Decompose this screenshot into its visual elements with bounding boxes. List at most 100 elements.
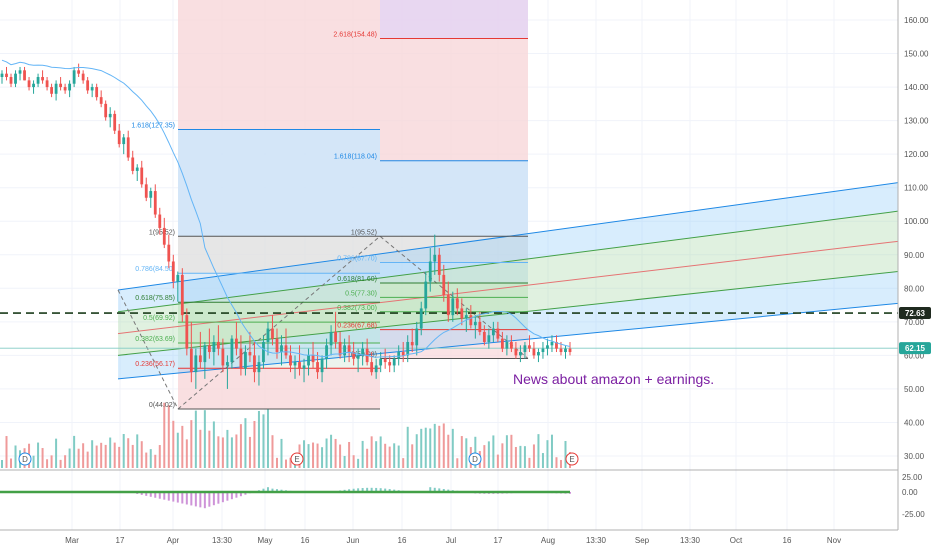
- volume-bar: [244, 418, 247, 468]
- volume-bar: [127, 438, 130, 468]
- volume-bar: [388, 446, 391, 468]
- candle-body: [45, 80, 49, 88]
- volume-bar: [406, 426, 409, 468]
- volume-bar: [312, 442, 315, 468]
- volume-bar: [10, 458, 13, 468]
- time-axis-bg: [0, 530, 932, 550]
- macd-bar: [244, 492, 247, 495]
- candle-body: [95, 87, 99, 98]
- volume-bar: [176, 432, 179, 468]
- price-tick-label: 160.00: [904, 16, 929, 25]
- macd-bar: [352, 488, 355, 492]
- fib-zone-lightblue: [178, 273, 380, 303]
- candle-body: [167, 244, 171, 262]
- macd-bar: [172, 492, 175, 502]
- channel-line: [117, 210, 899, 313]
- price-badge-label: 72.63: [905, 309, 926, 318]
- time-tick-label: 13:30: [212, 536, 233, 545]
- macd-bar: [235, 492, 238, 498]
- channel-band: [118, 182, 898, 312]
- candle-body: [550, 341, 554, 346]
- volume-bar: [528, 457, 531, 468]
- volume-bar: [510, 434, 513, 468]
- volume-bar: [50, 455, 53, 468]
- volume-bar: [424, 427, 427, 468]
- volume-bar: [68, 448, 71, 468]
- time-tick-label: 16: [398, 536, 407, 545]
- volume-bar: [235, 434, 238, 468]
- time-tick-label: Aug: [541, 536, 555, 545]
- price-tick-label: 140.00: [904, 83, 929, 92]
- fib-zone-grey: [178, 236, 380, 274]
- volume-bar: [541, 453, 544, 468]
- volume-bar: [77, 448, 80, 468]
- volume-bar: [501, 443, 504, 468]
- volume-bar: [109, 437, 112, 468]
- candle-body: [113, 113, 117, 131]
- candle-body: [500, 338, 504, 349]
- volume-bar: [433, 423, 436, 468]
- fib-level-label: 2.618(154.48): [333, 32, 377, 39]
- candle-body: [541, 348, 545, 353]
- macd-bar: [239, 492, 242, 497]
- fib-level-label: 1.618(118.04): [334, 154, 377, 161]
- candle-body: [207, 345, 211, 353]
- candle-body: [316, 362, 319, 373]
- candle-body: [171, 261, 175, 282]
- volume-bar: [217, 436, 220, 468]
- candle-body: [126, 137, 130, 158]
- candle-body: [455, 298, 459, 309]
- candle-body: [293, 362, 297, 366]
- candle-body: [144, 184, 148, 198]
- macd-bar: [185, 492, 188, 505]
- candle-body: [212, 341, 216, 353]
- volume-bar: [14, 445, 17, 468]
- macd-bar: [190, 492, 193, 506]
- price-tick-label: 80.00: [904, 284, 925, 293]
- volume-bar: [100, 442, 103, 468]
- candle-body: [419, 308, 423, 329]
- candle-body: [32, 83, 35, 88]
- macd-bar: [167, 492, 170, 501]
- candle-body: [50, 87, 53, 94]
- volume-bar: [451, 428, 454, 468]
- macd-bar: [203, 492, 206, 509]
- fib-level-label: 0.618(75.85): [135, 295, 175, 302]
- volume-bar: [163, 402, 166, 468]
- time-tick-label: 13:30: [586, 536, 607, 545]
- volume-bar: [343, 455, 346, 468]
- time-tick-label: 17: [494, 536, 503, 545]
- candle-body: [406, 341, 410, 356]
- time-tick-label: Apr: [167, 536, 180, 545]
- macd-bar: [442, 489, 445, 492]
- volume-bar: [321, 447, 324, 468]
- volume-bar: [456, 458, 459, 468]
- volume-bar: [352, 455, 355, 468]
- candle-body: [185, 315, 189, 349]
- price-tick-label: 130.00: [904, 117, 929, 126]
- macd-bar: [388, 489, 391, 492]
- candle-body: [59, 83, 63, 88]
- channel-line: [117, 302, 899, 380]
- candle-body: [442, 274, 446, 296]
- macd-bar: [181, 492, 184, 504]
- candle-body: [478, 321, 482, 332]
- price-tick-label: 30.00: [904, 452, 925, 461]
- volume-bar: [253, 420, 256, 468]
- volume-bar: [316, 443, 319, 468]
- candle-body: [379, 358, 383, 366]
- time-tick-label: Jul: [446, 536, 456, 545]
- candle-body: [262, 341, 265, 363]
- fib-zone-red: [380, 38, 528, 161]
- volume-bar: [55, 438, 58, 468]
- event-marker: [468, 452, 482, 466]
- candle-body: [122, 137, 126, 145]
- candle-body: [216, 341, 220, 349]
- fib-zone-red: [178, 0, 380, 130]
- candle-body: [180, 274, 184, 316]
- volume-bar: [271, 435, 274, 468]
- volume-bar: [532, 444, 535, 468]
- volume-bar: [483, 445, 486, 468]
